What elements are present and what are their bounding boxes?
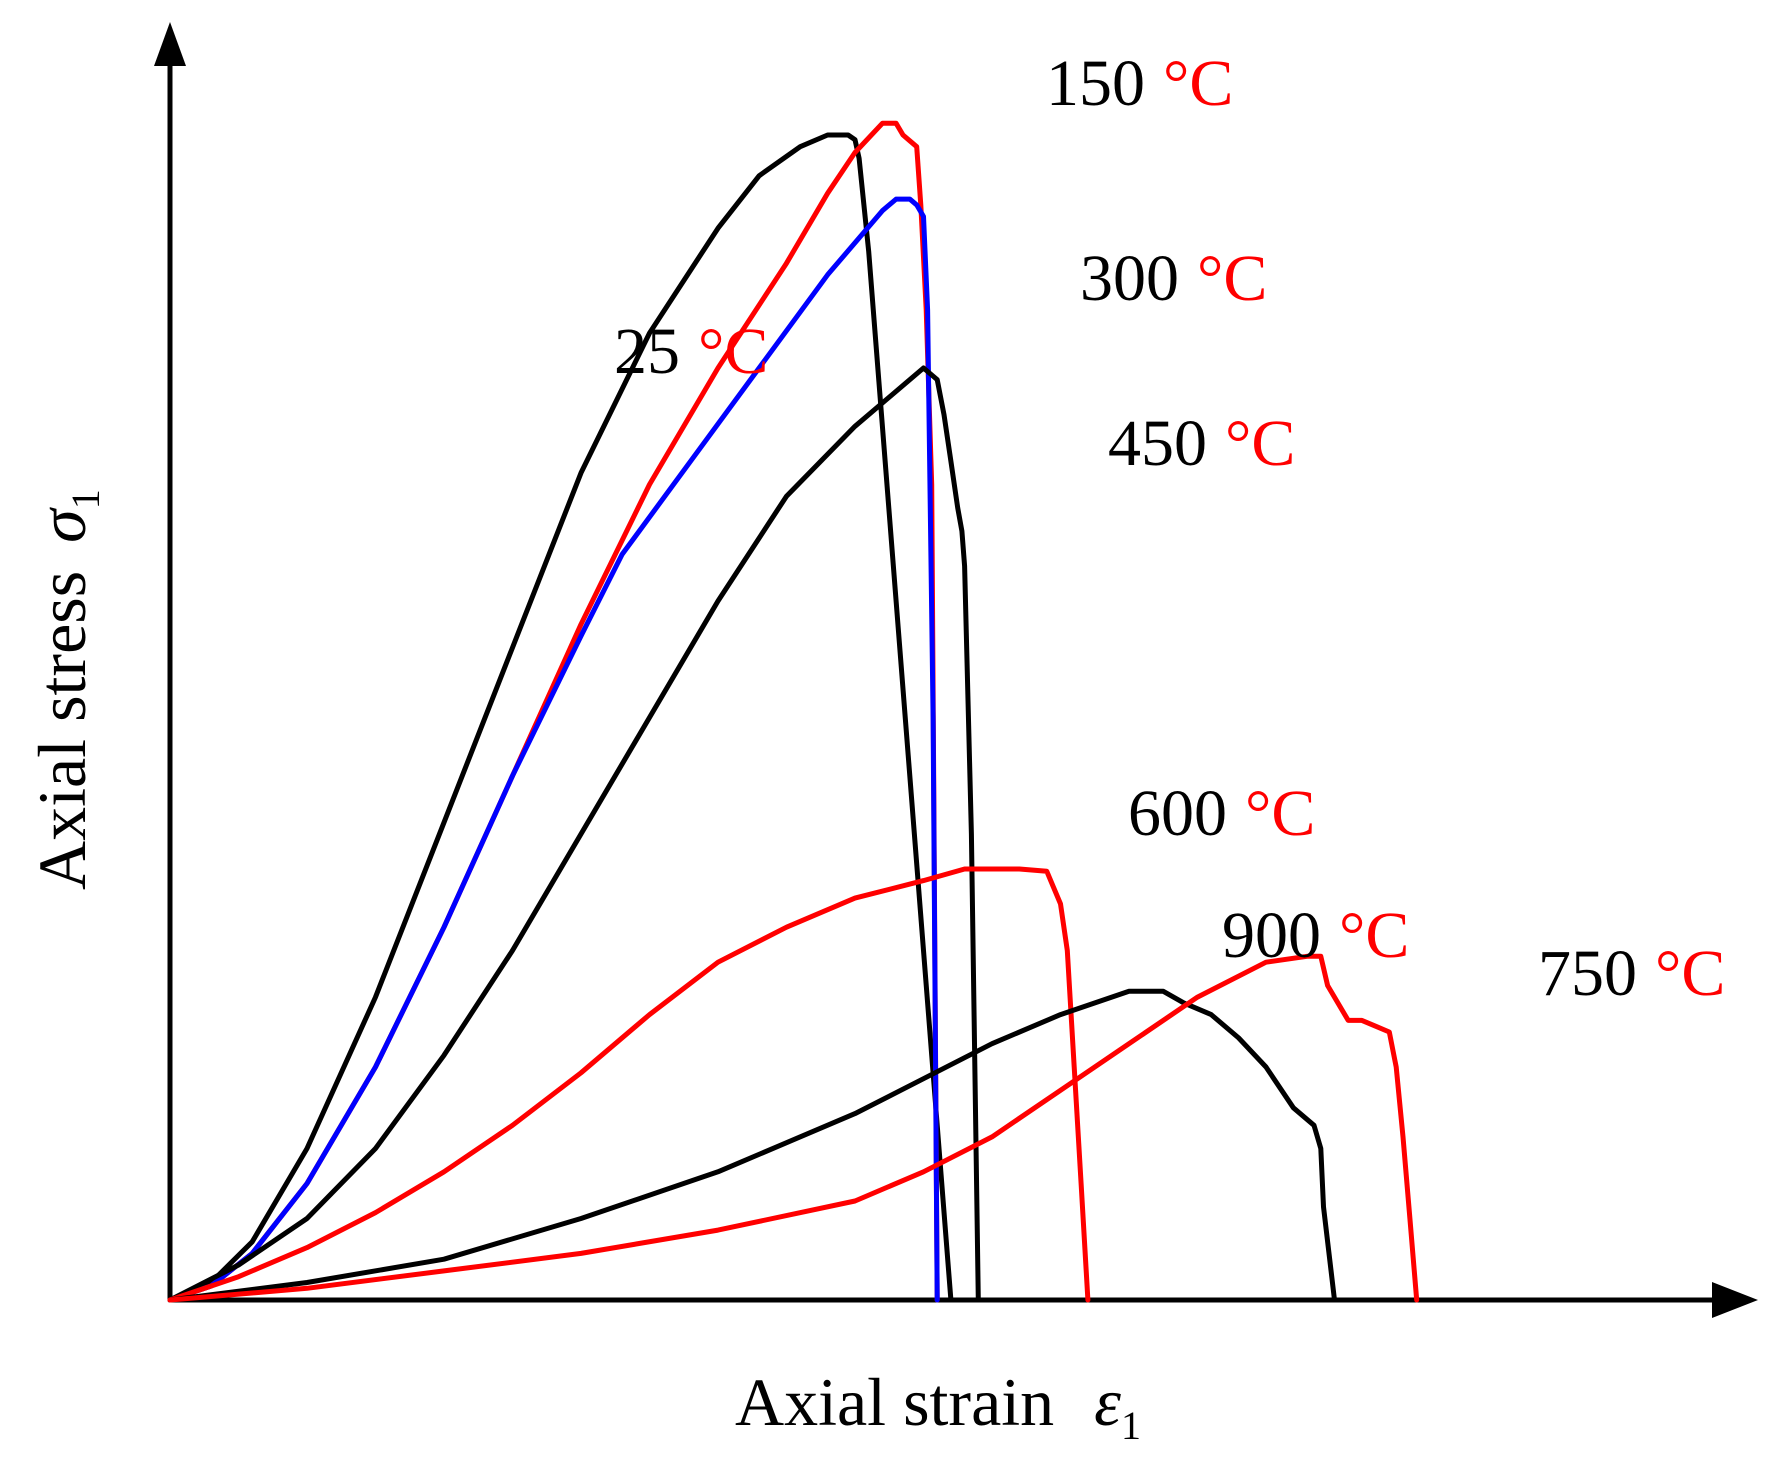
label-300: 300 °C bbox=[1080, 242, 1267, 315]
curve-300C bbox=[167, 196, 940, 1303]
curve-900C bbox=[167, 988, 1337, 1303]
curve-150C bbox=[167, 120, 940, 1303]
label-450: 450 °C bbox=[1108, 407, 1295, 480]
label-600: 600 °C bbox=[1128, 777, 1315, 850]
curves-group bbox=[167, 120, 1420, 1303]
curve-25C bbox=[167, 132, 954, 1303]
label-150: 150 °C bbox=[1046, 47, 1233, 120]
y-axis-title: Axial stressσ1 bbox=[24, 489, 108, 890]
curve-450C bbox=[167, 365, 981, 1303]
label-900: 900 °C bbox=[1222, 899, 1409, 972]
label-750: 750 °C bbox=[1538, 937, 1725, 1010]
label-25: 25 °C bbox=[614, 315, 768, 388]
y-axis-arrow bbox=[154, 22, 186, 66]
curve-600C bbox=[167, 866, 1091, 1303]
x-axis-arrow bbox=[1712, 1282, 1758, 1318]
x-axis-title: Axial strain ε1 bbox=[735, 1364, 1141, 1448]
curve-750C bbox=[167, 953, 1420, 1303]
